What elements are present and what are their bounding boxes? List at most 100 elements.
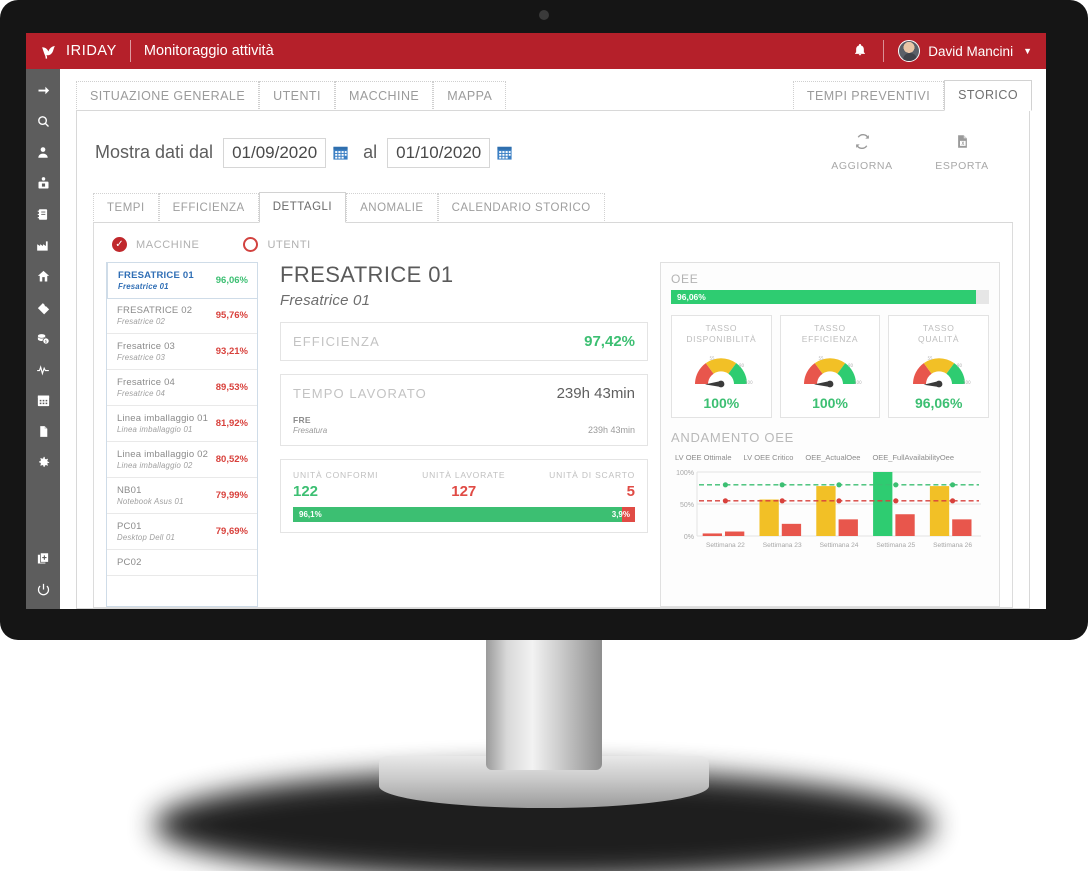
calendar-icon-from[interactable] [332,144,349,161]
svg-text:100: 100 [854,380,862,385]
tab-utenti[interactable]: UTENTI [259,81,335,111]
subtab-efficienza[interactable]: EFFICIENZA [158,193,259,223]
tag-icon[interactable] [26,292,60,323]
subtab-tempi[interactable]: TEMPI [93,193,159,223]
oee-title: OEE [671,272,699,286]
svg-text:80: 80 [848,363,854,368]
list-item[interactable]: Fresatrice 04 Fresatrice 04 89,53% [107,370,257,406]
machine-sub: Linea imballaggio 02 [117,461,193,470]
machine-list[interactable]: FRESATRICE 01 Fresatrice 01 96,06% FRESA… [106,262,258,607]
efficiency-row: EFFICIENZA 97,42% [293,333,635,350]
machine-value: 79,99% [215,490,248,501]
date-from-input[interactable]: 01/09/2020 [223,137,327,168]
units-conformi: UNITÀ CONFORMI 122 [293,470,378,500]
brand[interactable]: IRIDAY [26,43,117,60]
radio-utenti[interactable]: UTENTI [243,237,310,252]
tab-situazione-generale[interactable]: SITUAZIONE GENERALE [76,81,260,111]
tab-tempi-preventivi[interactable]: TEMPI PREVENTIVI [792,81,945,111]
subtab-dettagli[interactable]: DETTAGLI [258,192,347,223]
machine-value: 96,06% [215,275,248,286]
units-lavorate-value: 127 [451,483,477,500]
esporta-button[interactable]: X ESPORTA [925,133,999,172]
efficiency-value: 97,42% [584,333,635,350]
person-box-icon[interactable] [26,168,60,199]
list-item[interactable]: NB01 Notebook Asus 01 79,99% [107,478,257,514]
list-item[interactable]: PC02 [107,550,257,576]
gauge-label: TASSO QUALITÀ [918,323,959,346]
aggiorna-button[interactable]: AGGIORNA [825,133,899,172]
monitor-stand-neck [486,640,602,770]
main-tab-right-group: TEMPI PREVENTIVI STORICO [792,80,1032,111]
svg-text:X: X [961,141,964,147]
chevron-down-icon[interactable]: ▼ [1023,46,1032,56]
date-range-row: Mostra dati dal 01/09/2020 al 01/10/2020 [77,111,1029,178]
brand-name: IRIDAY [66,43,117,59]
bell-icon[interactable] [837,42,883,60]
machine-value: 81,92% [215,418,248,429]
top-bar-divider [883,40,885,62]
search-icon[interactable] [26,106,60,137]
list-item-text: PC02 [117,557,142,568]
svg-text:Settimana 25: Settimana 25 [876,542,915,549]
gear-icon[interactable] [26,447,60,478]
legend-item: LV OEE Ottimale [675,452,732,462]
avatar[interactable] [898,40,921,62]
machine-name: FRESATRICE 01 [118,270,194,281]
machine-name: Linea imballaggio 02 [117,449,209,460]
calendar-icon-to[interactable] [496,144,513,161]
list-item[interactable]: Fresatrice 03 Fresatrice 03 93,21% [107,334,257,370]
calendar-icon[interactable] [26,385,60,416]
list-item[interactable]: Linea imballaggio 02 Linea imballaggio 0… [107,442,257,478]
efficiency-label: EFFICIENZA [293,334,380,349]
date-range-to-label: al [363,142,378,162]
tab-macchine[interactable]: MACCHINE [334,81,434,111]
list-item[interactable]: PC01 Desktop Dell 01 79,69% [107,514,257,550]
machine-sub: Notebook Asus 01 [117,497,184,506]
oee-progress-fill: 96,06% [671,290,977,304]
gauge-label-line2: QUALITÀ [918,334,960,345]
tab-storico[interactable]: STORICO [944,80,1032,111]
money-icon[interactable]: $ [26,323,60,354]
units-conformi-label: UNITÀ CONFORMI [293,470,379,480]
sub-tab-bar: TEMPI EFFICIENZA DETTAGLI ANOMALIE CALEN… [77,178,1029,223]
list-item-text: FRESATRICE 01 Fresatrice 01 [118,270,194,291]
machine-name: NB01 [117,485,142,496]
radio-checked-icon [112,237,127,252]
date-to-input[interactable]: 01/10/2020 [387,137,491,168]
top-bar: IRIDAY Monitoraggio attività David Manci… [26,33,1046,69]
list-item-text: Linea imballaggio 01 Linea imballaggio 0… [117,413,208,434]
list-item-text: Fresatrice 04 Fresatrice 04 [117,377,175,398]
list-item[interactable]: Linea imballaggio 01 Linea imballaggio 0… [107,406,257,442]
machine-value: 93,21% [215,346,248,357]
arrow-right-icon[interactable] [26,75,60,106]
factory-icon[interactable] [26,230,60,261]
action-buttons: AGGIORNA X ESPORTA [825,133,1029,172]
task-text: FRE Fresatura [293,415,327,435]
machine-sub: Desktop Dell 01 [117,533,176,542]
list-item[interactable]: FRESATRICE 02 Fresatrice 02 95,76% [107,298,257,334]
radio-macchine[interactable]: MACCHINE [112,237,199,252]
list-item[interactable]: FRESATRICE 01 Fresatrice 01 96,06% [107,263,257,299]
date-range-label: Mostra dati dal [95,142,214,162]
subtab-anomalie[interactable]: ANOMALIE [346,193,438,223]
machine-name: Fresatrice 03 [117,341,176,352]
gauge-label-line1: TASSO [705,323,738,333]
tab-mappa[interactable]: MAPPA [433,81,507,111]
detail-subtitle: Fresatrice 01 [280,292,371,309]
esporta-label: ESPORTA [935,160,989,172]
add-page-icon[interactable] [26,543,60,574]
pulse-icon[interactable] [26,354,60,385]
machine-sub: Fresatrice 04 [117,389,166,398]
units-scarto-value: 5 [626,483,635,500]
user-icon[interactable] [26,137,60,168]
aggiorna-label: AGGIORNA [831,160,893,172]
power-icon[interactable] [26,574,60,605]
subtab-calendario-storico[interactable]: CALENDARIO STORICO [437,193,605,223]
legend-item: LV OEE Critico [743,452,794,462]
machine-name: PC02 [117,557,142,568]
gauge-disponibilita: TASSO DISPONIBILITÀ [671,315,772,418]
document-icon[interactable] [26,416,60,447]
svg-text:80: 80 [739,363,745,368]
notebook-icon[interactable] [26,199,60,230]
home-icon[interactable] [26,261,60,292]
